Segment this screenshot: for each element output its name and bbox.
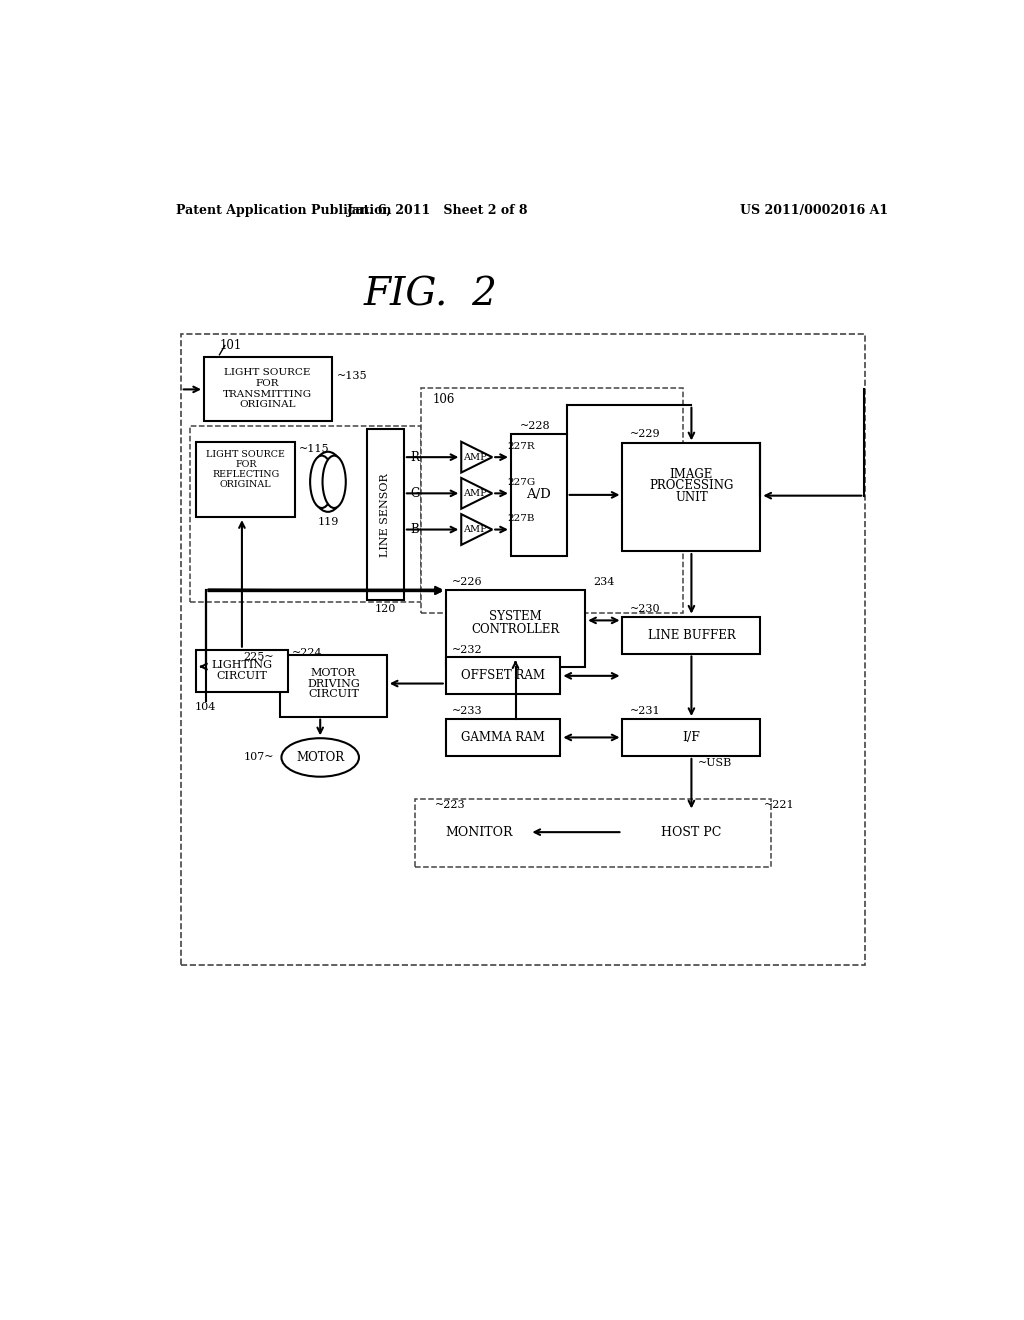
Text: AMP: AMP xyxy=(463,488,487,498)
Text: 119: 119 xyxy=(317,517,339,527)
Text: LIGHT SOURCE: LIGHT SOURCE xyxy=(207,450,286,459)
Text: 120: 120 xyxy=(375,603,396,614)
Text: UNIT: UNIT xyxy=(675,491,708,504)
Text: CONTROLLER: CONTROLLER xyxy=(471,623,560,636)
Bar xyxy=(445,719,560,756)
Text: ~233: ~233 xyxy=(452,706,482,717)
Text: PROCESSING: PROCESSING xyxy=(649,479,733,492)
Text: 234: 234 xyxy=(593,577,614,587)
Text: FIG.  2: FIG. 2 xyxy=(364,277,498,314)
Ellipse shape xyxy=(282,738,359,776)
Bar xyxy=(367,429,403,601)
Text: DRIVING: DRIVING xyxy=(307,678,359,689)
Text: LIGHT SOURCE: LIGHT SOURCE xyxy=(224,368,310,378)
Text: R: R xyxy=(411,450,419,463)
Text: AMP: AMP xyxy=(463,453,487,462)
Text: ~230: ~230 xyxy=(630,603,660,614)
Text: LINE BUFFER: LINE BUFFER xyxy=(647,628,735,642)
Text: ORIGINAL: ORIGINAL xyxy=(220,480,271,490)
Text: 104: 104 xyxy=(195,702,216,711)
Text: ~228: ~228 xyxy=(520,421,551,432)
Text: 227G: 227G xyxy=(508,478,536,487)
Text: I/F: I/F xyxy=(682,731,700,744)
Bar xyxy=(421,388,683,612)
Text: 227R: 227R xyxy=(508,442,536,451)
Ellipse shape xyxy=(310,455,334,508)
Text: Jan. 6, 2011   Sheet 2 of 8: Jan. 6, 2011 Sheet 2 of 8 xyxy=(347,205,528,218)
Ellipse shape xyxy=(323,455,346,508)
Text: 225~: 225~ xyxy=(243,652,273,663)
Text: TRANSMITTING: TRANSMITTING xyxy=(223,389,312,399)
Text: 227B: 227B xyxy=(508,515,536,523)
Bar xyxy=(623,812,761,854)
Text: ~231: ~231 xyxy=(630,706,660,717)
Text: MOTOR: MOTOR xyxy=(310,668,356,677)
Bar xyxy=(445,590,586,667)
Polygon shape xyxy=(461,442,493,473)
Text: G: G xyxy=(410,487,420,500)
Text: ~USB: ~USB xyxy=(697,758,732,768)
Text: CIRCUIT: CIRCUIT xyxy=(216,671,267,681)
Text: CIRCUIT: CIRCUIT xyxy=(308,689,358,700)
Text: LINE SENSOR: LINE SENSOR xyxy=(380,473,390,557)
Text: IMAGE: IMAGE xyxy=(670,467,713,480)
Text: 101: 101 xyxy=(219,339,242,352)
Text: ~135: ~135 xyxy=(337,371,368,381)
Bar xyxy=(623,444,761,552)
Text: ~221: ~221 xyxy=(764,800,795,810)
Text: B: B xyxy=(411,523,419,536)
Polygon shape xyxy=(461,478,493,508)
Polygon shape xyxy=(461,515,493,545)
Text: US 2011/0002016 A1: US 2011/0002016 A1 xyxy=(740,205,889,218)
Text: 107~: 107~ xyxy=(244,752,273,763)
Bar xyxy=(280,655,387,717)
Bar xyxy=(197,649,288,692)
Text: Patent Application Publication: Patent Application Publication xyxy=(176,205,391,218)
Text: LIGHTING: LIGHTING xyxy=(211,660,272,671)
Text: ~115: ~115 xyxy=(299,445,329,454)
Bar xyxy=(415,799,771,867)
Text: HOST PC: HOST PC xyxy=(662,825,722,838)
Text: ~229: ~229 xyxy=(630,429,660,440)
Text: FOR: FOR xyxy=(236,461,257,470)
Text: ~232: ~232 xyxy=(452,644,482,655)
Bar xyxy=(197,442,295,517)
Text: ~226: ~226 xyxy=(452,577,482,587)
Bar xyxy=(445,657,560,694)
Text: A/D: A/D xyxy=(526,488,551,502)
Bar xyxy=(511,434,566,556)
Text: ~223: ~223 xyxy=(435,800,466,810)
Text: GAMMA RAM: GAMMA RAM xyxy=(461,731,545,744)
Text: SYSTEM: SYSTEM xyxy=(489,610,542,623)
Text: FOR: FOR xyxy=(256,379,280,388)
Bar xyxy=(429,812,529,854)
Text: 106: 106 xyxy=(432,393,455,407)
Text: AMP: AMP xyxy=(463,525,487,535)
Text: REFLECTING: REFLECTING xyxy=(212,470,280,479)
Text: ~224: ~224 xyxy=(292,648,323,657)
Ellipse shape xyxy=(311,451,345,512)
Bar xyxy=(204,358,332,421)
Text: OFFSET RAM: OFFSET RAM xyxy=(461,669,545,682)
Text: ORIGINAL: ORIGINAL xyxy=(240,400,296,409)
Text: MOTOR: MOTOR xyxy=(296,751,344,764)
Bar xyxy=(180,334,865,965)
Bar xyxy=(623,719,761,756)
Text: MONITOR: MONITOR xyxy=(445,825,513,838)
Bar xyxy=(623,616,761,653)
Bar xyxy=(190,426,421,602)
